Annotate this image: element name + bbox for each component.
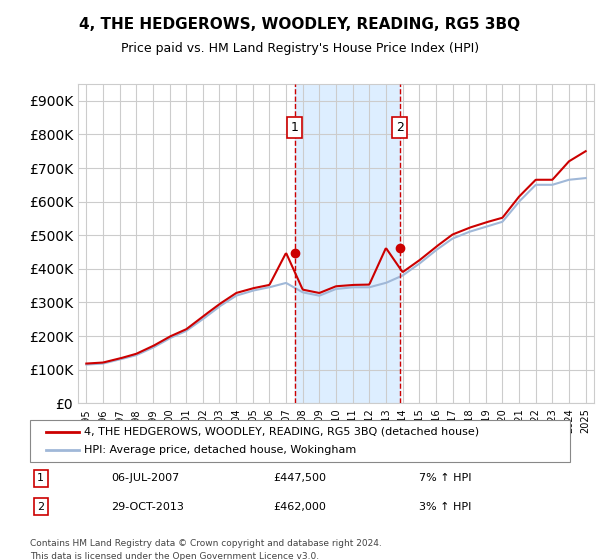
Text: 7% ↑ HPI: 7% ↑ HPI [419,473,472,483]
Text: 1: 1 [37,473,44,483]
FancyBboxPatch shape [30,420,570,462]
Text: 06-JUL-2007: 06-JUL-2007 [111,473,179,483]
Text: £462,000: £462,000 [273,502,326,512]
Text: HPI: Average price, detached house, Wokingham: HPI: Average price, detached house, Woki… [84,445,356,455]
Text: Contains HM Land Registry data © Crown copyright and database right 2024.: Contains HM Land Registry data © Crown c… [30,539,382,548]
Text: 3% ↑ HPI: 3% ↑ HPI [419,502,471,512]
Text: This data is licensed under the Open Government Licence v3.0.: This data is licensed under the Open Gov… [30,552,319,560]
Text: 1: 1 [290,121,298,134]
Text: £447,500: £447,500 [273,473,326,483]
Text: 2: 2 [37,502,44,512]
Text: 2: 2 [396,121,404,134]
Text: 29-OCT-2013: 29-OCT-2013 [111,502,184,512]
Text: Price paid vs. HM Land Registry's House Price Index (HPI): Price paid vs. HM Land Registry's House … [121,42,479,55]
Text: 4, THE HEDGEROWS, WOODLEY, READING, RG5 3BQ: 4, THE HEDGEROWS, WOODLEY, READING, RG5 … [79,17,521,32]
Text: 4, THE HEDGEROWS, WOODLEY, READING, RG5 3BQ (detached house): 4, THE HEDGEROWS, WOODLEY, READING, RG5 … [84,427,479,437]
Bar [295,84,400,403]
